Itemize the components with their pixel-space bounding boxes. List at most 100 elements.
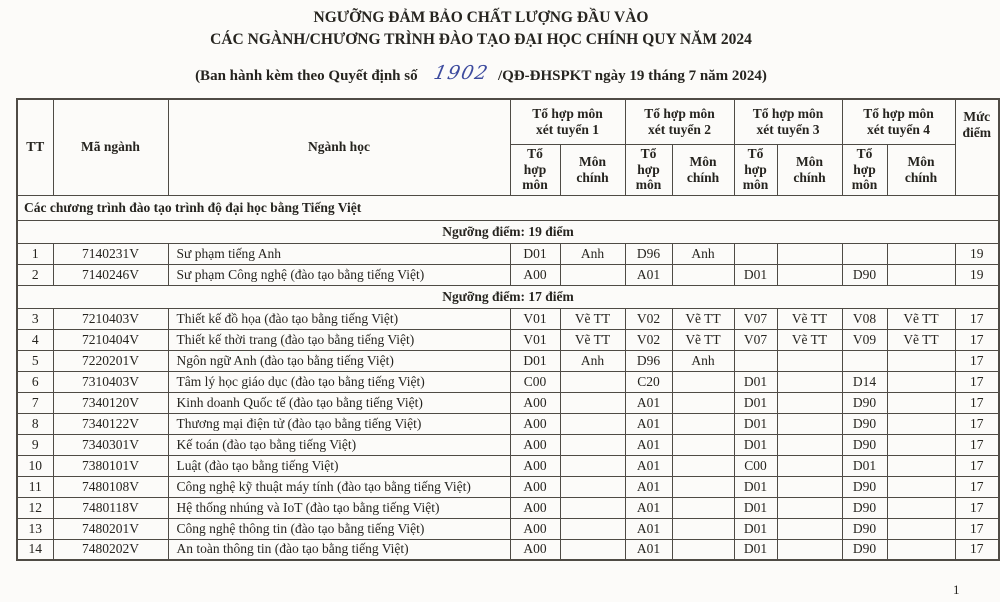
mon-chinh-1-cell [559, 433, 626, 456]
tt-cell: 4 [16, 328, 54, 351]
nganh-hoc-cell: Kinh doanh Quốc tế (đào tạo bằng tiếng V… [167, 391, 511, 414]
to-hop-4-cell: D90 [841, 475, 888, 498]
to-hop-1-cell: D01 [509, 349, 561, 372]
table-row: 2 7140246V Sư phạm Công nghệ (đào tạo bằng… [16, 263, 1000, 286]
header-group-1: Tổ hợp môn xét tuyển 1 [509, 98, 626, 145]
page-number: 1 [953, 582, 960, 597]
muc-diem-cell: 17 [954, 328, 1000, 351]
table-row: 3 7210403V Thiết kế đồ họa (đào tạo bằng t… [16, 307, 1000, 330]
ma-nganh-cell: 7380101V [52, 454, 169, 477]
ma-nganh-cell: 7210404V [52, 328, 169, 351]
muc-diem-cell: 17 [954, 475, 1000, 498]
header-row-groups: TT Mã ngành Ngành học Tổ hợp môn xét tuy… [16, 98, 1000, 196]
header-to-hop-2: Tổ hợp môn [624, 143, 673, 196]
table-row: 12 7480118V Hệ thống nhúng và IoT (đào tạo… [16, 496, 1000, 519]
to-hop-2-cell: A01 [624, 517, 673, 540]
mon-chinh-1-cell [559, 412, 626, 435]
mon-chinh-3-cell [776, 538, 843, 561]
mon-chinh-2-cell [671, 517, 735, 540]
muc-diem-cell: 17 [954, 454, 1000, 477]
tt-cell: 10 [16, 454, 54, 477]
to-hop-1-cell: A00 [509, 517, 561, 540]
mon-chinh-2-cell: Anh [671, 242, 735, 265]
to-hop-3-cell: D01 [733, 538, 778, 561]
nganh-hoc-cell: Sư phạm Công nghệ (đào tạo bằng tiếng Vi… [167, 263, 511, 286]
mon-chinh-4-cell [886, 412, 956, 435]
to-hop-4-cell: V08 [841, 307, 888, 330]
to-hop-1-cell: V01 [509, 307, 561, 330]
tt-cell: 5 [16, 349, 54, 372]
header-mon-chinh-2: Môn chính [671, 143, 735, 196]
table-row: 10 7380101V Luật (đào tạo bằng tiếng Việt)… [16, 454, 1000, 477]
mon-chinh-4-cell [886, 349, 956, 372]
table-row: 1 7140231V Sư phạm tiếng Anh D01 Anh D96 Anh 19 [16, 242, 1000, 265]
table-row: 4 7210404V Thiết kế thời trang (đào tạo bằ… [16, 328, 1000, 351]
document: NGƯỠNG ĐẢM BẢO CHẤT LƯỢNG ĐẦU VÀO CÁC NG… [16, 9, 1000, 597]
to-hop-4-cell [841, 242, 888, 265]
to-hop-4-cell: D90 [841, 517, 888, 540]
nganh-hoc-cell: Công nghệ kỹ thuật máy tính (đào tạo bằn… [167, 475, 511, 498]
to-hop-3-cell: D01 [733, 391, 778, 414]
header-to-hop-1: Tổ hợp môn [509, 143, 561, 196]
to-hop-4-cell: D90 [841, 538, 888, 561]
mon-chinh-3-cell [776, 391, 843, 414]
to-hop-2-cell: D96 [624, 349, 673, 372]
mon-chinh-1-cell: Vẽ TT [559, 328, 626, 351]
mon-chinh-1-cell [559, 391, 626, 414]
to-hop-1-cell: V01 [509, 328, 561, 351]
header-ma-nganh: Mã ngành [52, 98, 169, 196]
mon-chinh-2-cell [671, 433, 735, 456]
header-mon-chinh-1: Môn chính [559, 143, 626, 196]
mon-chinh-1-cell: Anh [559, 242, 626, 265]
mon-chinh-2-cell: Vẽ TT [671, 328, 735, 351]
to-hop-1-cell: A00 [509, 538, 561, 561]
ma-nganh-cell: 7480202V [52, 538, 169, 561]
tt-cell: 2 [16, 263, 54, 286]
to-hop-1-cell: A00 [509, 391, 561, 414]
to-hop-1-cell: A00 [509, 263, 561, 286]
header-to-hop-3: Tổ hợp môn [733, 143, 778, 196]
table-row: 13 7480201V Công nghệ thông tin (đào tạo b… [16, 517, 1000, 540]
mon-chinh-1-cell: Anh [559, 349, 626, 372]
to-hop-2-cell: A01 [624, 263, 673, 286]
muc-diem-cell: 17 [954, 538, 1000, 561]
ma-nganh-cell: 7340120V [52, 391, 169, 414]
muc-diem-cell: 17 [954, 391, 1000, 414]
muc-diem-cell: 17 [954, 412, 1000, 435]
mon-chinh-3-cell [776, 349, 843, 372]
header-nganh-hoc: Ngành học [167, 98, 511, 196]
to-hop-2-cell: V02 [624, 307, 673, 330]
muc-diem-cell: 17 [954, 517, 1000, 540]
tt-cell: 6 [16, 370, 54, 393]
mon-chinh-3-cell [776, 517, 843, 540]
to-hop-4-cell: D90 [841, 412, 888, 435]
nganh-hoc-cell: Luật (đào tạo bằng tiếng Việt) [167, 454, 511, 477]
ma-nganh-cell: 7340122V [52, 412, 169, 435]
header-mon-chinh-3: Môn chính [776, 143, 843, 196]
mon-chinh-1-cell [559, 517, 626, 540]
tt-cell: 9 [16, 433, 54, 456]
nganh-hoc-cell: Kế toán (đào tạo bằng tiếng Việt) [167, 433, 511, 456]
decree-suffix: /QĐ-ĐHSPKT ngày 19 tháng 7 năm 2024) [497, 68, 767, 84]
mon-chinh-3-cell [776, 496, 843, 519]
mon-chinh-1-cell [559, 370, 626, 393]
header-muc-diem: Mức điểm [954, 98, 1000, 196]
tt-cell: 1 [16, 242, 54, 265]
mon-chinh-2-cell [671, 475, 735, 498]
mon-chinh-2-cell [671, 496, 735, 519]
mon-chinh-4-cell [886, 263, 956, 286]
mon-chinh-4-cell [886, 517, 956, 540]
tt-cell: 3 [16, 307, 54, 330]
muc-diem-cell: 17 [954, 496, 1000, 519]
to-hop-3-cell [733, 242, 778, 265]
decree-prefix: (Ban hành kèm theo Quyết định số [195, 68, 418, 84]
nganh-hoc-cell: Tâm lý học giáo dục (đào tạo bằng tiếng … [167, 370, 511, 393]
page-subtitle: CÁC NGÀNH/CHƯƠNG TRÌNH ĐÀO TẠO ĐẠI HỌC C… [210, 31, 752, 48]
mon-chinh-1-cell [559, 263, 626, 286]
to-hop-4-cell: D90 [841, 391, 888, 414]
ma-nganh-cell: 7480118V [52, 496, 169, 519]
to-hop-2-cell: A01 [624, 454, 673, 477]
threshold-header-row: Ngưỡng điểm: 19 điểm [16, 219, 1000, 244]
threshold-header-row: Ngưỡng điểm: 17 điểm [16, 284, 1000, 309]
to-hop-3-cell: V07 [733, 328, 778, 351]
